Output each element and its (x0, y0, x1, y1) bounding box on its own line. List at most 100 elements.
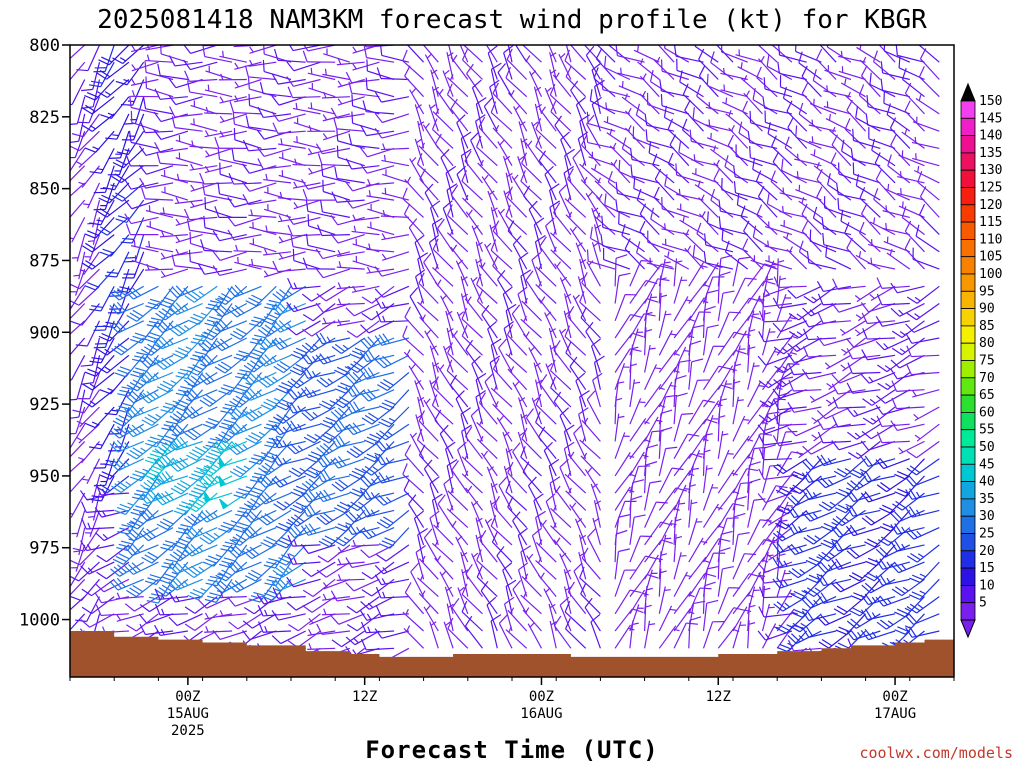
wind-barb (302, 189, 336, 201)
wind-barb (256, 491, 292, 505)
wind-barb (423, 528, 439, 563)
colorbar-level-label: 145 (979, 111, 1002, 126)
wind-barb (110, 561, 145, 577)
wind-barb (416, 428, 439, 460)
wind-barb (301, 475, 336, 492)
wind-barb (203, 215, 233, 236)
colorbar-swatch (960, 550, 976, 569)
wind-barb (316, 509, 351, 526)
colorbar-level-label: 70 (979, 371, 995, 386)
wind-barb (286, 525, 321, 539)
wind-barb (70, 199, 86, 222)
wind-barb (366, 178, 395, 186)
wind-barb (70, 96, 86, 126)
wind-barb (418, 590, 439, 615)
wind-barb (307, 102, 336, 115)
wind-barb (70, 337, 86, 360)
wind-barb (376, 67, 409, 81)
colorbar-level-label: 105 (979, 250, 1002, 265)
wind-barb (228, 613, 262, 630)
wind-barb (345, 422, 380, 436)
wind-barb (446, 359, 469, 391)
wind-barb (365, 77, 395, 98)
wind-barb (70, 113, 86, 144)
wind-barb (374, 453, 410, 466)
wind-barb (316, 440, 351, 456)
wind-barb (409, 156, 425, 184)
wind-barb (301, 285, 336, 302)
wind-barb (374, 112, 410, 124)
wind-barb (375, 310, 409, 323)
wind-barb (81, 234, 115, 253)
wind-barb (156, 372, 189, 393)
colorbar-level-label: 80 (979, 336, 995, 351)
wind-barb (70, 61, 86, 85)
wind-barb (249, 45, 277, 54)
wind-barb (227, 302, 262, 318)
wind-barb (460, 293, 469, 321)
wind-barb (188, 249, 218, 270)
wind-barb (227, 216, 262, 227)
wind-barb (141, 406, 174, 427)
wind-barb (418, 410, 439, 442)
wind-barb (257, 605, 292, 617)
wind-barb (212, 337, 248, 352)
wind-barb (256, 337, 292, 350)
wind-barb (171, 116, 203, 132)
wind-barb (374, 440, 410, 452)
wind-barb (248, 59, 277, 67)
wind-barb (374, 574, 410, 586)
wind-barb (94, 507, 130, 518)
wind-barb (153, 320, 189, 334)
wind-barb (446, 183, 458, 218)
wind-barb (229, 320, 262, 340)
wind-barb (293, 136, 321, 149)
wind-barb (109, 439, 144, 453)
wind-barb (212, 629, 247, 641)
wind-barb (98, 45, 130, 66)
wind-barb (95, 604, 129, 617)
x-tick-label: 00Z (529, 689, 554, 705)
wind-barb (366, 221, 395, 236)
colorbar-swatch (960, 290, 976, 309)
wind-barb (203, 490, 233, 503)
wind-barb (112, 45, 145, 65)
wind-barb (271, 73, 306, 85)
wind-barb (70, 475, 86, 498)
y-tick-label: 850 (29, 180, 60, 200)
wind-barb (334, 354, 366, 376)
wind-barb (114, 354, 145, 378)
wind-barb (382, 169, 410, 184)
wind-barb (320, 200, 351, 218)
wind-barb (439, 570, 454, 597)
wind-barb (417, 120, 425, 149)
colorbar-swatch (960, 498, 976, 517)
wind-barb (130, 78, 159, 86)
wind-barb (361, 561, 395, 580)
wind-barb (168, 285, 203, 299)
colorbar-level-label: 15 (979, 561, 995, 576)
wind-barb (219, 492, 248, 510)
colorbar-level-label: 30 (979, 509, 995, 524)
wind-barb (362, 100, 395, 115)
wind-barb (378, 389, 410, 411)
wind-barb (292, 158, 321, 167)
wind-barb (402, 463, 425, 494)
wind-barb (286, 76, 321, 87)
wind-barb (96, 475, 130, 494)
wind-barb (124, 561, 159, 575)
wind-barb (359, 388, 395, 402)
wind-barb (154, 88, 188, 100)
wind-barb (272, 122, 306, 134)
wind-barb (361, 578, 395, 597)
wind-barb (331, 630, 366, 648)
wind-barb (359, 505, 395, 518)
wind-barb (436, 218, 454, 253)
wind-barb (81, 62, 101, 92)
wind-barb (271, 454, 306, 466)
wind-barb (272, 406, 307, 424)
wind-barb (143, 97, 174, 115)
wind-barb (227, 596, 262, 607)
wind-barb (248, 258, 277, 270)
wind-barb (287, 86, 321, 99)
